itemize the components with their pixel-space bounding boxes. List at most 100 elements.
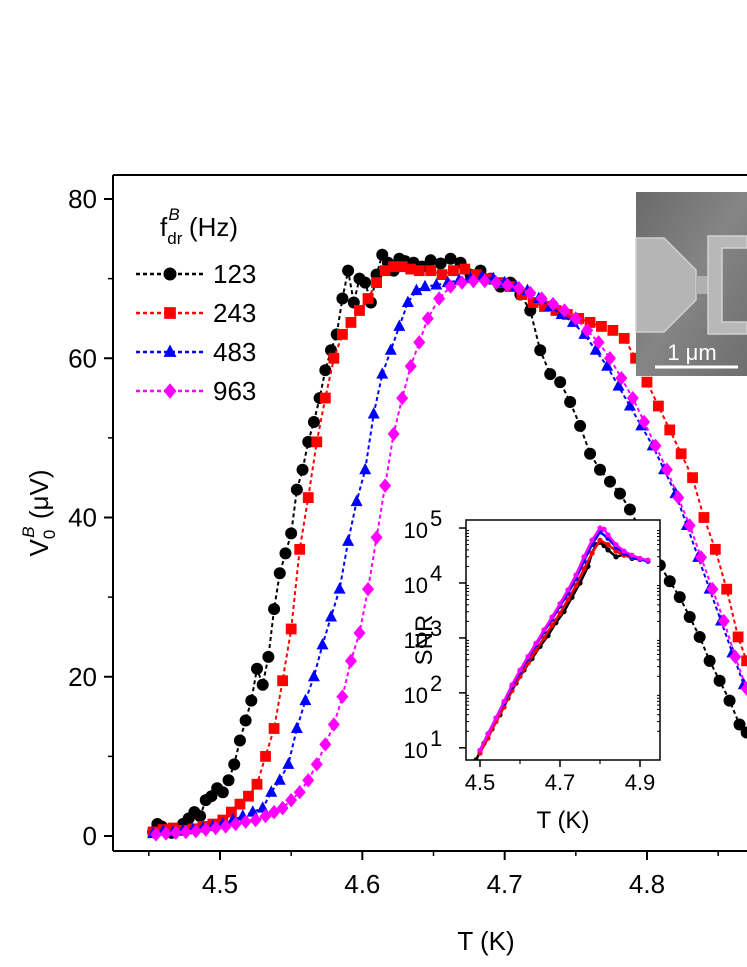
inset-data-point: [613, 548, 619, 554]
legend-label: 483: [213, 337, 256, 367]
data-point: [370, 530, 383, 545]
inset-data-point: [581, 566, 587, 572]
data-point: [251, 778, 263, 790]
data-point: [256, 678, 269, 691]
data-point: [455, 275, 468, 290]
data-point: [501, 277, 514, 293]
inset-series-963: [477, 525, 651, 753]
inset-data-point: [613, 541, 619, 548]
y-axis-title: V0B (μV): [19, 469, 59, 556]
legend-title: fdr B (Hz): [160, 205, 238, 248]
sem-device-lead: [635, 237, 697, 333]
x-tick-label: 4.5: [202, 869, 238, 899]
data-point: [353, 625, 366, 641]
sem-image-inset: 1 μm: [635, 192, 747, 376]
data-point: [603, 475, 616, 488]
data-point: [615, 370, 628, 386]
x-tick-label: 4.8: [629, 869, 665, 899]
inset-y-tick-exponent: 2: [430, 671, 442, 696]
data-point: [594, 463, 607, 476]
legend-title-sub: dr: [167, 229, 182, 248]
data-point: [687, 472, 698, 484]
data-point: [544, 368, 557, 381]
data-point: [359, 462, 372, 475]
data-point: [344, 653, 357, 669]
data-point: [260, 750, 271, 762]
data-point: [607, 324, 619, 336]
inset-data-point: [549, 622, 555, 628]
data-point: [216, 786, 229, 799]
data-point: [721, 583, 733, 595]
data-point: [169, 825, 182, 841]
data-point: [396, 261, 408, 273]
data-point: [310, 757, 323, 772]
data-point: [623, 503, 636, 516]
data-point: [362, 581, 375, 597]
data-point: [675, 448, 687, 460]
main-ticks: 4.5 4.6 4.7 4.8 0 20 40 60 80: [68, 184, 719, 899]
data-point: [478, 273, 491, 289]
data-point: [584, 317, 596, 328]
data-point: [337, 328, 348, 340]
data-point: [713, 674, 726, 687]
data-point: [660, 462, 673, 477]
inset-data-point: [473, 757, 479, 760]
y-tick-label: 40: [68, 503, 97, 533]
y-tick-label: 60: [68, 343, 97, 373]
data-point: [459, 263, 471, 275]
data-point: [293, 785, 306, 800]
data-point: [729, 649, 742, 665]
data-point: [302, 492, 314, 503]
data-point: [393, 319, 406, 331]
svg-text:V0B (μV): V0B (μV): [19, 469, 59, 556]
inset-data-point: [533, 640, 539, 646]
inset-data-point: [541, 627, 547, 633]
data-point: [277, 675, 289, 687]
legend-entry-963: 963: [136, 376, 256, 406]
data-point: [299, 693, 312, 706]
inset-data-point: [621, 548, 627, 554]
inset-data-point: [501, 698, 507, 704]
data-point: [327, 717, 340, 732]
data-point: [367, 407, 380, 419]
data-point: [282, 757, 295, 769]
data-point: [396, 390, 409, 406]
data-point: [569, 311, 582, 326]
data-point: [558, 303, 571, 318]
legend-marker: [164, 307, 176, 319]
data-point: [319, 364, 332, 377]
data-point: [268, 723, 280, 734]
data-point: [285, 623, 297, 635]
inset-data-point: [613, 554, 619, 560]
y-axis-title-unit: (μV): [24, 469, 54, 526]
data-point: [379, 265, 391, 277]
data-point: [695, 550, 708, 565]
inset-data-point: [629, 552, 635, 558]
data-point: [425, 265, 437, 277]
data-point: [630, 352, 642, 364]
data-point: [554, 376, 567, 389]
inset-data-point: [573, 582, 579, 589]
inset-data-point: [637, 555, 643, 562]
data-point: [233, 734, 246, 747]
data-point: [222, 774, 235, 787]
data-point: [228, 758, 241, 771]
inset-y-tick-exponent: 5: [430, 506, 442, 531]
data-point: [448, 265, 459, 277]
data-point: [179, 824, 192, 840]
data-point: [276, 800, 289, 816]
data-point: [706, 581, 719, 597]
data-point: [717, 613, 730, 629]
data-point: [623, 399, 636, 411]
inset-data-point: [557, 601, 563, 607]
data-point: [741, 655, 747, 667]
data-point: [294, 543, 306, 555]
data-point: [434, 257, 447, 270]
data-point: [285, 527, 298, 540]
inset-y-tick-label: 10: [404, 518, 428, 543]
inset-y-tick-exponent: 1: [430, 726, 442, 751]
data-point: [316, 638, 329, 650]
data-point: [547, 296, 560, 312]
